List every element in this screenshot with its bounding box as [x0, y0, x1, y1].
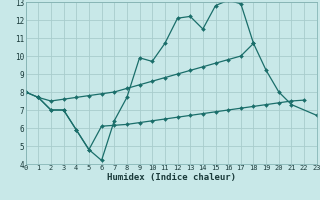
X-axis label: Humidex (Indice chaleur): Humidex (Indice chaleur) [107, 173, 236, 182]
